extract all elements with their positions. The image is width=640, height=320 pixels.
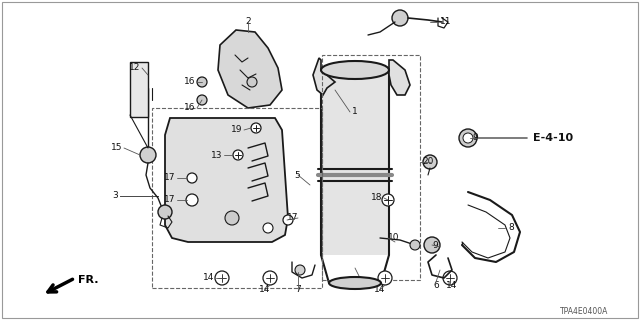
Circle shape xyxy=(263,223,273,233)
Text: 8: 8 xyxy=(508,223,514,233)
Circle shape xyxy=(410,240,420,250)
Circle shape xyxy=(186,194,198,206)
Text: 14: 14 xyxy=(203,274,214,283)
Circle shape xyxy=(251,123,261,133)
Circle shape xyxy=(459,129,477,147)
Text: 12: 12 xyxy=(129,63,140,73)
Ellipse shape xyxy=(329,277,381,289)
Text: 16: 16 xyxy=(184,103,195,113)
Circle shape xyxy=(140,147,156,163)
Text: 11: 11 xyxy=(440,18,451,27)
Circle shape xyxy=(424,237,440,253)
Circle shape xyxy=(197,95,207,105)
Polygon shape xyxy=(389,60,410,95)
Text: 15: 15 xyxy=(111,143,122,153)
Bar xyxy=(130,62,148,117)
Text: FR.: FR. xyxy=(78,275,99,285)
Text: 18: 18 xyxy=(371,194,382,203)
Text: 1: 1 xyxy=(352,108,358,116)
Circle shape xyxy=(233,150,243,160)
Polygon shape xyxy=(218,30,282,108)
Text: 14: 14 xyxy=(374,285,386,294)
Circle shape xyxy=(392,10,408,26)
Circle shape xyxy=(263,271,277,285)
Circle shape xyxy=(295,265,305,275)
Text: 10: 10 xyxy=(388,234,399,243)
Text: 17: 17 xyxy=(163,173,175,182)
Text: 17: 17 xyxy=(163,196,175,204)
Circle shape xyxy=(247,77,257,87)
Text: E-4-10: E-4-10 xyxy=(533,133,573,143)
Bar xyxy=(152,108,322,288)
Text: 13: 13 xyxy=(211,150,222,159)
Text: 9: 9 xyxy=(472,133,477,142)
Text: 17: 17 xyxy=(287,213,298,222)
Circle shape xyxy=(215,271,229,285)
Text: 6: 6 xyxy=(433,281,439,290)
Polygon shape xyxy=(313,58,335,95)
Text: 14: 14 xyxy=(446,281,458,290)
Text: 2: 2 xyxy=(245,18,251,27)
Text: TPA4E0400A: TPA4E0400A xyxy=(560,308,609,316)
Text: 20: 20 xyxy=(422,157,433,166)
Text: 3: 3 xyxy=(112,191,118,201)
Circle shape xyxy=(463,133,473,143)
Circle shape xyxy=(187,173,197,183)
Circle shape xyxy=(283,215,293,225)
Ellipse shape xyxy=(321,61,389,79)
Text: 4: 4 xyxy=(358,277,364,286)
Text: 19: 19 xyxy=(230,125,242,134)
Circle shape xyxy=(423,155,437,169)
Text: 9: 9 xyxy=(432,241,438,250)
Text: 16: 16 xyxy=(184,77,195,86)
Circle shape xyxy=(443,271,457,285)
Text: 14: 14 xyxy=(259,285,271,294)
Circle shape xyxy=(378,271,392,285)
Text: 7: 7 xyxy=(295,284,301,293)
Text: 5: 5 xyxy=(294,171,300,180)
Bar xyxy=(322,55,420,280)
Polygon shape xyxy=(165,118,288,242)
Bar xyxy=(321,70,389,255)
Circle shape xyxy=(197,77,207,87)
Circle shape xyxy=(158,205,172,219)
Circle shape xyxy=(225,211,239,225)
Circle shape xyxy=(382,194,394,206)
